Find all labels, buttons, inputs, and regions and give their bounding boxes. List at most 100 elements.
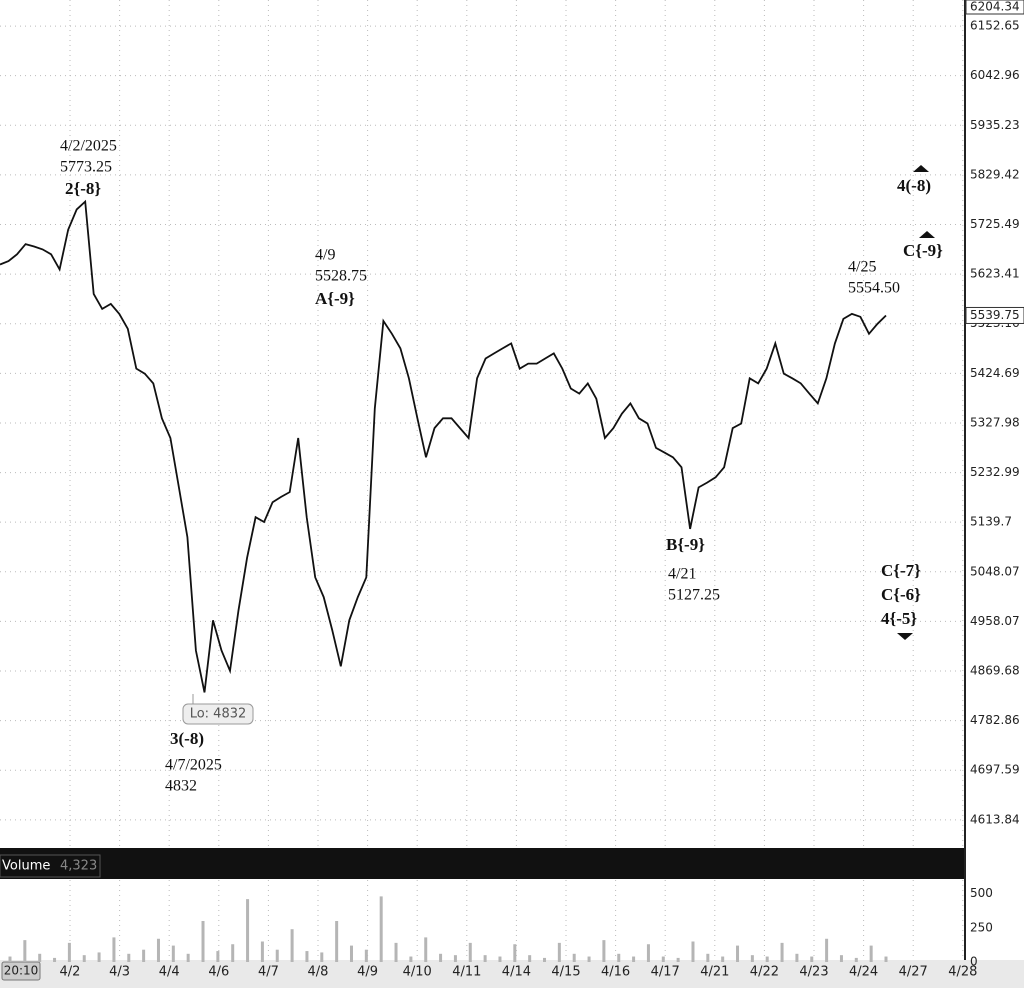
volume-bar [8, 956, 12, 962]
volume-bar [513, 944, 517, 962]
low-label: Lo: 4832 [190, 707, 247, 722]
x-tick-label: 4/21 [700, 965, 729, 980]
volume-bar [453, 955, 457, 962]
annotation: C{-6} [881, 585, 921, 604]
annotation: 4/2/2025 [60, 138, 117, 155]
y-tick-label: 5829.42 [970, 167, 1020, 181]
volume-bar [112, 937, 116, 962]
volume-bar [661, 956, 665, 962]
volume-bar [884, 956, 888, 962]
volume-bar [750, 955, 754, 962]
annotation: 2{-8} [65, 179, 101, 198]
y-tick-label: 5048.07 [970, 564, 1020, 578]
volume-bar [736, 945, 740, 962]
volume-bar [483, 955, 487, 962]
x-tick-label: 4/27 [899, 965, 928, 980]
volume-bar [409, 956, 413, 962]
y-tick-label: 5935.23 [970, 118, 1020, 132]
y-tick-label: 4782.86 [970, 713, 1020, 727]
annotation: 3(-8) [170, 729, 204, 748]
y-tick-label: 4869.68 [970, 664, 1020, 678]
annotation: 4{-5} [881, 609, 917, 628]
grid [0, 0, 965, 960]
x-tick-label: 4/6 [208, 965, 229, 980]
volume-bar [82, 955, 86, 962]
volume-bar [171, 945, 175, 962]
pane-divider [0, 848, 965, 853]
volume-label: Volume [2, 859, 50, 874]
top-label-box [965, 0, 1024, 15]
x-tick-label: 4/16 [601, 965, 630, 980]
volume-bar [67, 942, 71, 962]
volume-bar [38, 953, 42, 962]
volume-bar [587, 956, 591, 962]
y-tick-label: 5424.69 [970, 366, 1020, 380]
volume-bar [364, 949, 368, 962]
volume-bar [825, 938, 829, 962]
volume-bar [305, 951, 309, 962]
low-bubble [182, 703, 254, 725]
volume-bar [721, 956, 725, 962]
volume-bar [290, 929, 294, 962]
volume-bar [854, 957, 858, 962]
x-tick-label: 4/4 [159, 965, 180, 980]
annotation: 4832 [165, 778, 197, 795]
volume-bar [617, 953, 621, 962]
y-tick-label: 5139.7 [970, 515, 1012, 529]
y-tick-label: 4697.59 [970, 763, 1020, 777]
volume-bar [439, 953, 443, 962]
last-price-label: 5539.75 [970, 308, 1020, 322]
volume-bar [275, 949, 279, 962]
volume-bar [201, 921, 205, 962]
volume-bar [156, 938, 160, 962]
volume-bar [127, 953, 131, 962]
y-tick-label: 5725.49 [970, 217, 1020, 231]
x-tick-label: 4/3 [109, 965, 130, 980]
volume-bar [557, 942, 561, 962]
volume-tick-label: 500 [970, 886, 993, 900]
volume-bar [869, 945, 873, 962]
marker-up [919, 231, 935, 238]
volume-bar [97, 952, 101, 962]
volume-bar [691, 941, 695, 962]
annotation: 5528.75 [315, 268, 367, 285]
x-tick-label: 4/11 [452, 965, 481, 980]
volume-bar [765, 956, 769, 962]
volume-bar [572, 953, 576, 962]
annotation: 4/7/2025 [165, 757, 222, 774]
x-tick-label: 4/22 [750, 965, 779, 980]
x-tick-label: 4/24 [849, 965, 878, 980]
annotation: C{-7} [881, 561, 921, 580]
x-tick-label: 4/14 [502, 965, 531, 980]
annotation: 4(-8) [897, 176, 931, 195]
volume-bar [632, 956, 636, 962]
y-tick-label: 6204.34 [970, 0, 1020, 14]
annotation: 5773.25 [60, 159, 112, 176]
volume-bar [379, 896, 383, 962]
y-tick-label: 5623.41 [970, 267, 1020, 281]
volume-header-box [0, 854, 101, 878]
volume-bar [186, 953, 190, 962]
time-box [1, 961, 41, 981]
volume-bar [646, 944, 650, 962]
x-tick-label: 4/15 [551, 965, 580, 980]
annotation: 4/25 [848, 259, 876, 276]
annotation: 5554.50 [848, 280, 900, 297]
volume-bar [335, 921, 339, 962]
x-tick-label: 4/28 [948, 965, 977, 980]
volume-bar [839, 955, 843, 962]
annotation: C{-9} [903, 241, 943, 260]
volume-bar [260, 941, 264, 962]
x-tick-label: 4/7 [258, 965, 279, 980]
volume-bar [795, 953, 799, 962]
x-tick-label: 4/8 [308, 965, 329, 980]
annotation: 4/21 [668, 566, 696, 583]
y-tick-label: 6152.65 [970, 19, 1020, 33]
volume-bar [602, 940, 606, 962]
marker-down [897, 633, 913, 640]
volume-bar [676, 957, 680, 962]
volume-header [0, 853, 965, 879]
annotation: 4/9 [315, 247, 335, 264]
volume-bar [528, 955, 532, 962]
